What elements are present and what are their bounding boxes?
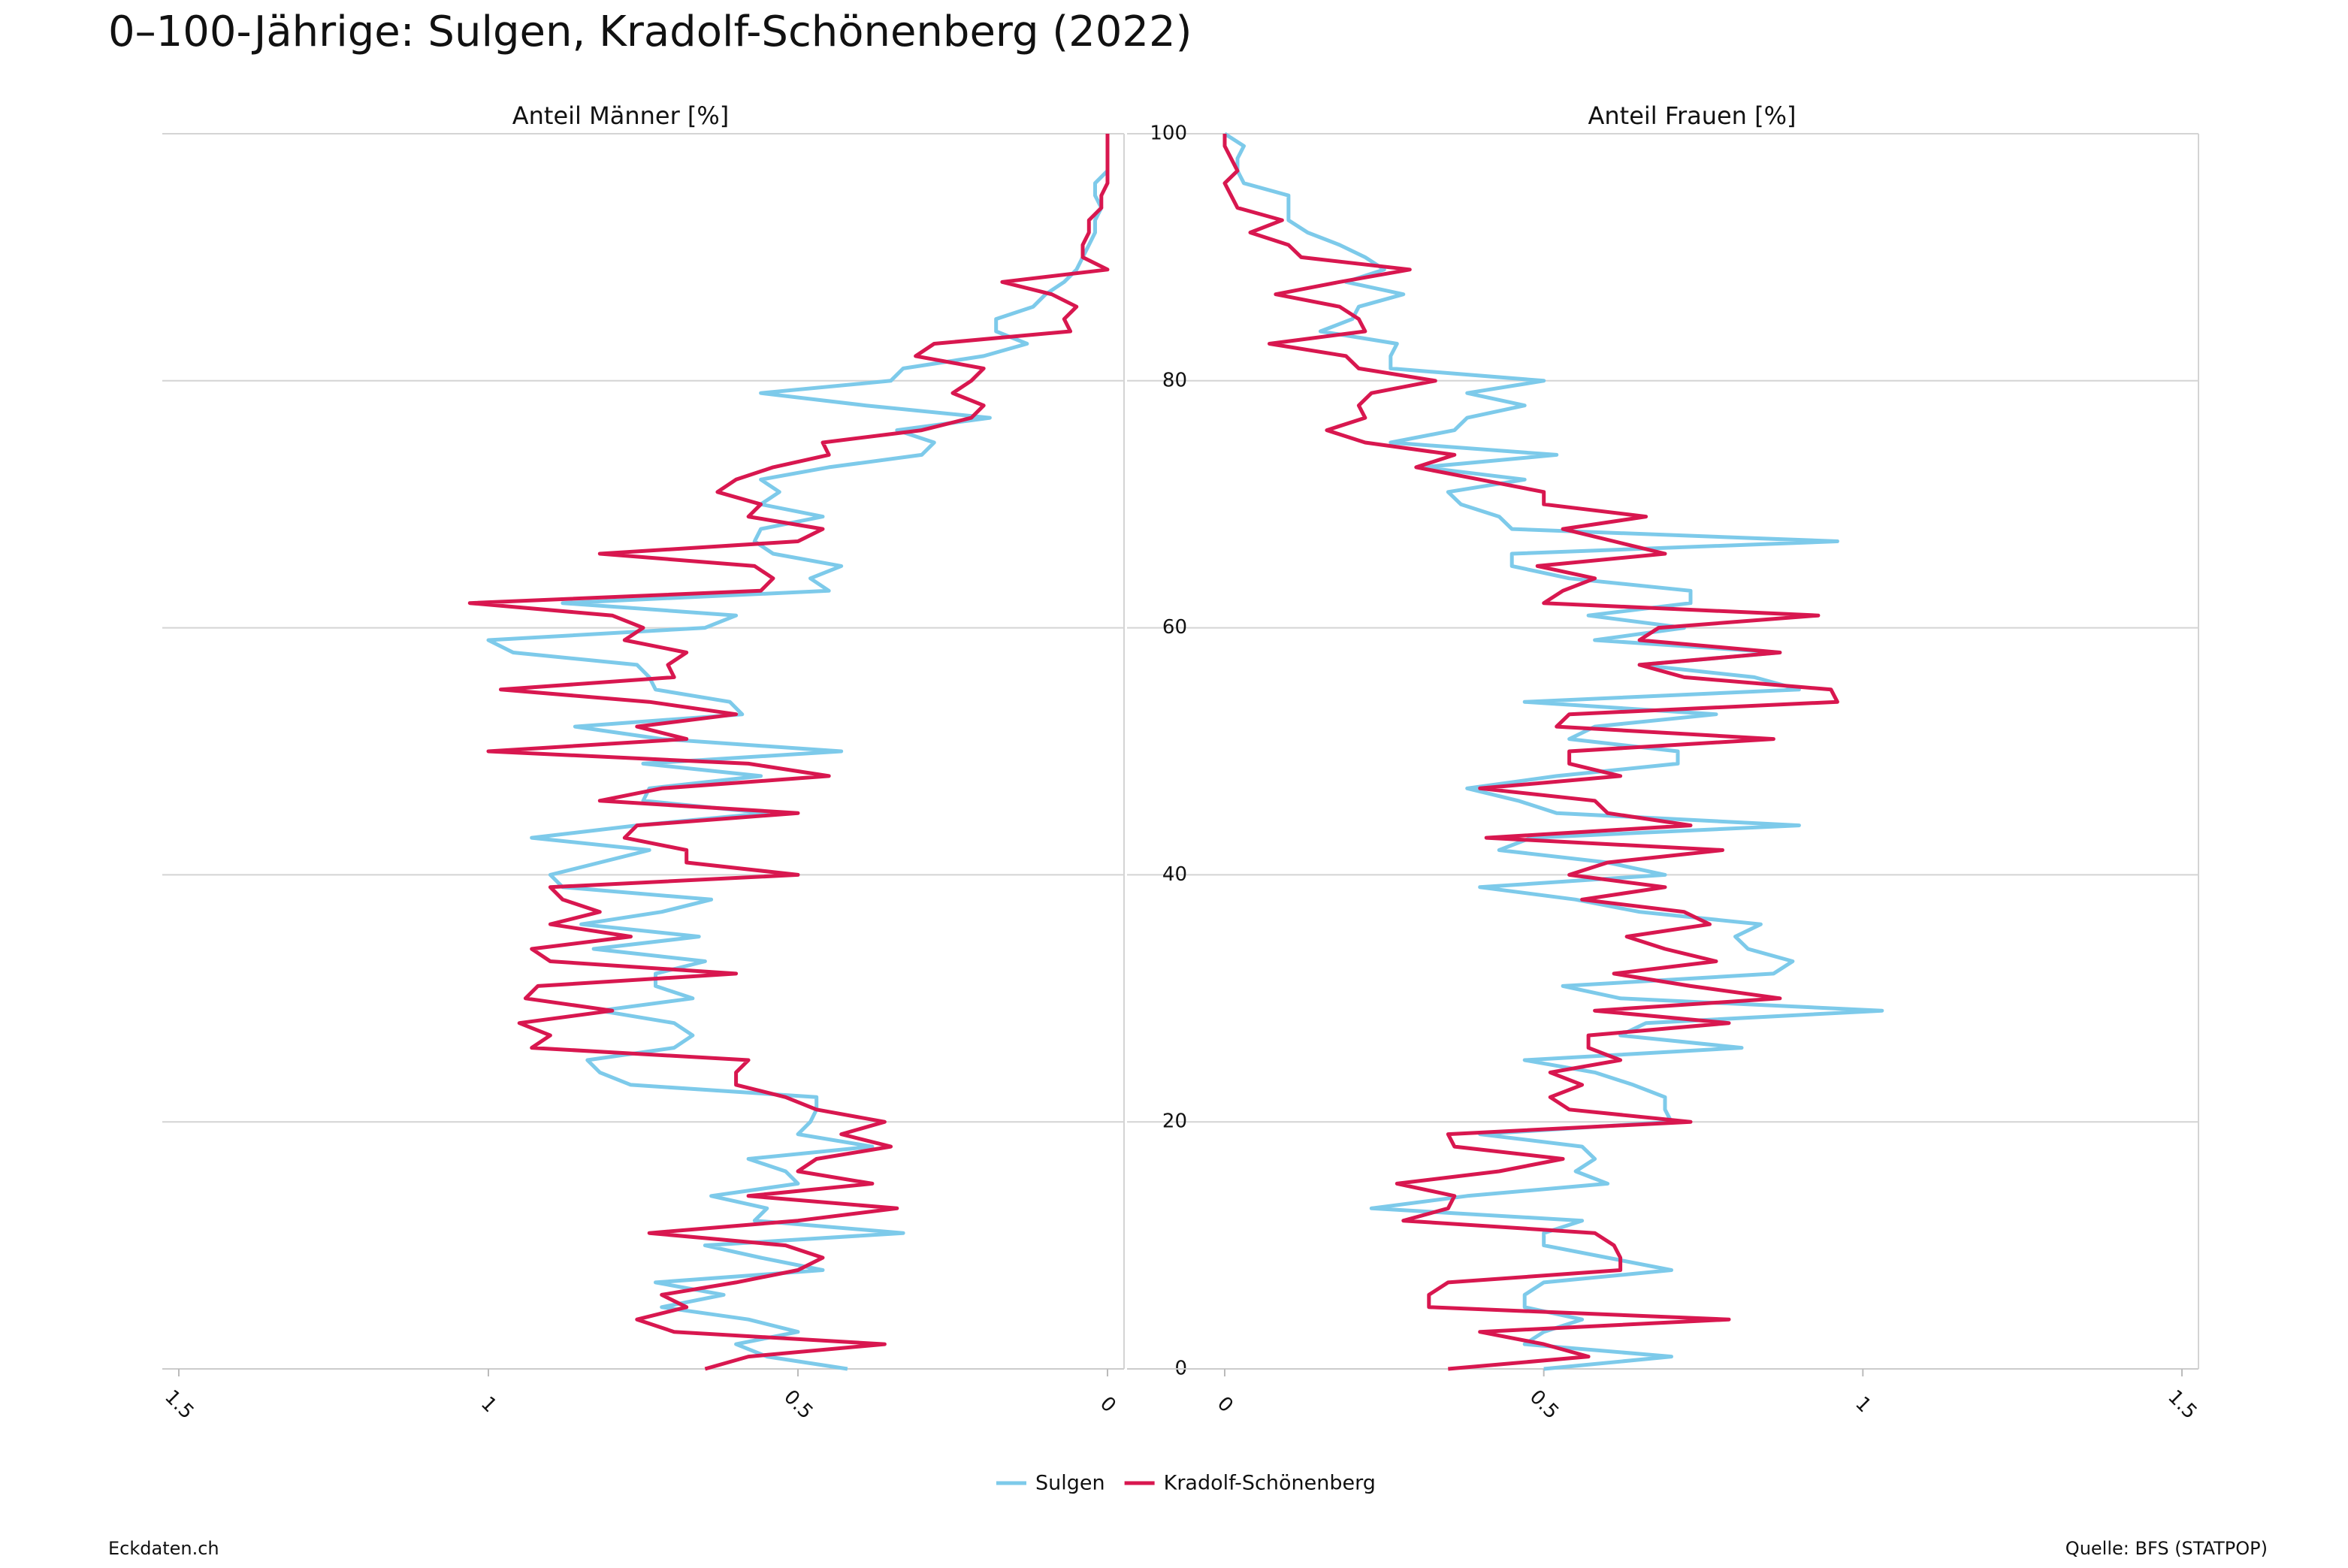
series-line (1223, 131, 1884, 1371)
x-tick-label: 1 (1851, 1392, 1875, 1417)
y-tick-label: 40 (1162, 863, 1187, 886)
x-tick-label: 0 (1213, 1392, 1237, 1417)
page-title: 0–100-Jährige: Sulgen, Kradolf-Schönenbe… (108, 8, 1192, 56)
panel-title: Anteil Frauen [%] (1588, 101, 1797, 130)
y-tick-label: 20 (1162, 1110, 1187, 1133)
panel-title: Anteil Männer [%] (512, 101, 730, 130)
credit: Eckdaten.ch (108, 1538, 219, 1559)
x-tick-label: 0.5 (1525, 1385, 1563, 1423)
series-line (486, 134, 1110, 1371)
x-tick-label: 0 (1095, 1392, 1120, 1417)
y-tick-label: 100 (1150, 122, 1187, 145)
y-tick-label: 60 (1162, 616, 1187, 639)
x-tick-label: 1 (476, 1392, 501, 1417)
legend-label: Kradolf-Schönenberg (1164, 1472, 1376, 1495)
legend-label: Sulgen (1035, 1472, 1105, 1495)
series-line (1222, 134, 1839, 1371)
series-line (467, 134, 1110, 1371)
source: Quelle: BFS (STATPOP) (2065, 1538, 2268, 1559)
x-tick-label: 1.5 (2163, 1385, 2201, 1423)
x-tick-label: 0.5 (779, 1385, 817, 1423)
x-tick-label: 1.5 (160, 1385, 198, 1423)
y-tick-label: 80 (1162, 369, 1187, 391)
